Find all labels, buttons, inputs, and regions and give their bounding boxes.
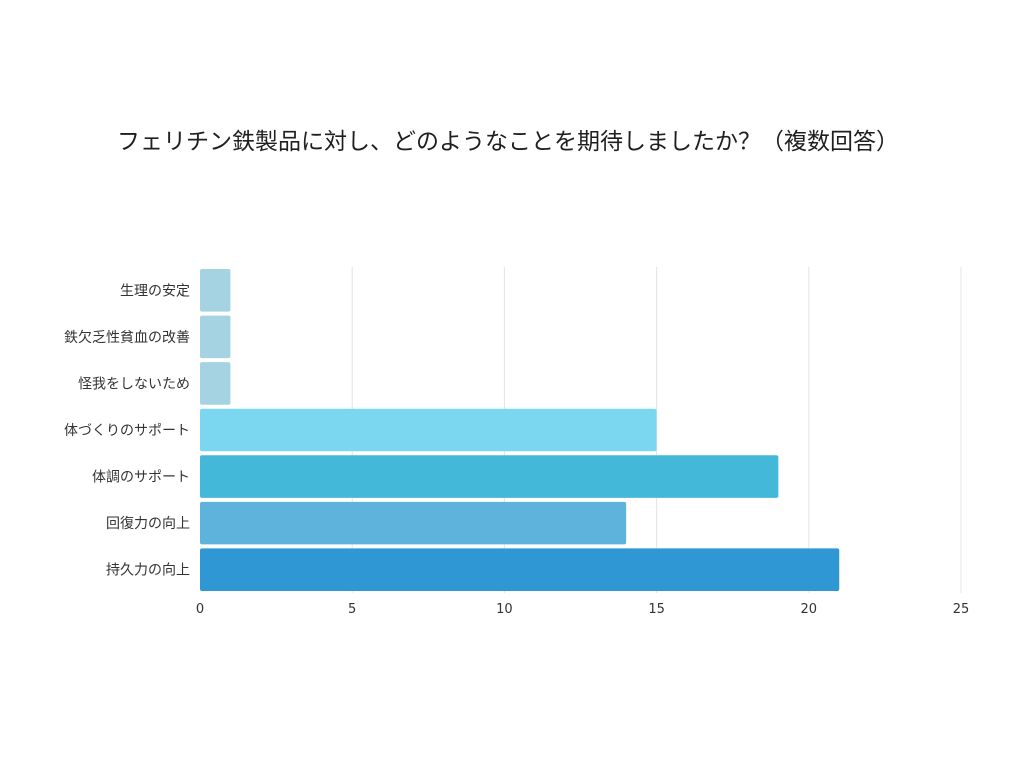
x-tick-label: 15	[648, 602, 665, 617]
category-label: 体調のサポート	[92, 470, 190, 486]
bar	[200, 455, 779, 498]
category-label: 怪我をしないため	[78, 376, 190, 392]
x-tick-label: 25	[953, 602, 970, 617]
bar	[200, 269, 231, 312]
bar	[200, 362, 231, 405]
x-tick-label: 5	[348, 602, 356, 617]
x-tick-label: 20	[801, 602, 818, 617]
category-label: 回復力の向上	[106, 515, 190, 532]
x-axis-ticks: 0 5 10 15 20 25	[196, 602, 969, 617]
category-label: 持久力の向上	[106, 563, 190, 579]
bar	[200, 501, 627, 545]
x-tick-label: 10	[496, 602, 513, 617]
x-tick-label: 0	[196, 602, 204, 617]
bar	[200, 548, 840, 591]
category-labels: 生理の安定鉄欠乏性貧血の改善怪我をしないため体づくりのサポート体調のサポート回復…	[64, 283, 190, 578]
bars	[200, 269, 840, 591]
category-label: 鉄欠乏性貧血の改善	[64, 330, 190, 346]
category-label: 体づくりのサポート	[64, 423, 190, 439]
chart-title: フェリチン鉄製品に対し、どのようなことを期待しましたか？（複数回答）	[117, 129, 899, 155]
bar	[200, 408, 657, 452]
category-label: 生理の安定	[120, 283, 190, 299]
bar	[200, 315, 231, 359]
